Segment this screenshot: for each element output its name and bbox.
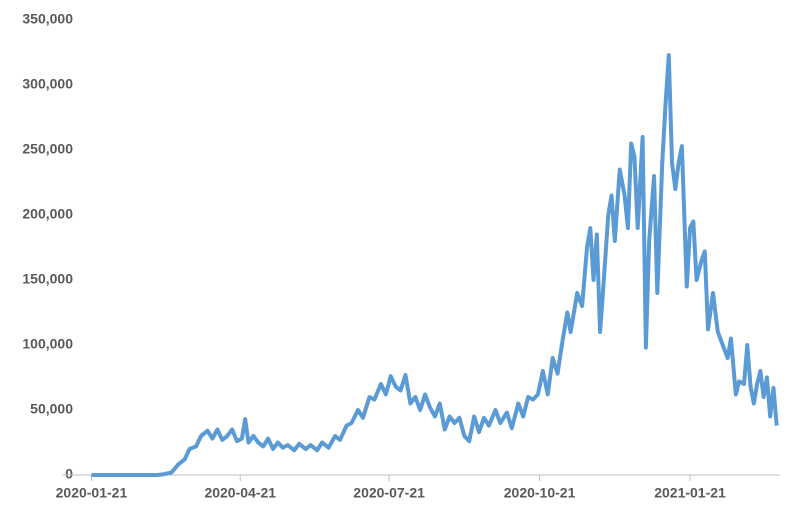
x-tick-label: 2020-07-21 xyxy=(353,485,425,501)
data-line xyxy=(91,53,779,477)
y-tick-label: 50,000 xyxy=(30,401,73,417)
y-tick-label: 300,000 xyxy=(22,76,73,92)
x-tick-label: 2020-01-21 xyxy=(56,485,128,501)
y-tick-label: 350,000 xyxy=(22,11,73,27)
x-tick-label: 2020-04-21 xyxy=(204,485,276,501)
y-tick-label: 0 xyxy=(65,466,73,482)
x-tick-label: 2020-10-21 xyxy=(504,485,576,501)
y-tick-label: 150,000 xyxy=(22,271,73,287)
x-tick-label: 2021-01-21 xyxy=(654,485,726,501)
y-tick-label: 100,000 xyxy=(22,336,73,352)
y-tick-label: 250,000 xyxy=(22,141,73,157)
y-tick-label: 200,000 xyxy=(22,206,73,222)
